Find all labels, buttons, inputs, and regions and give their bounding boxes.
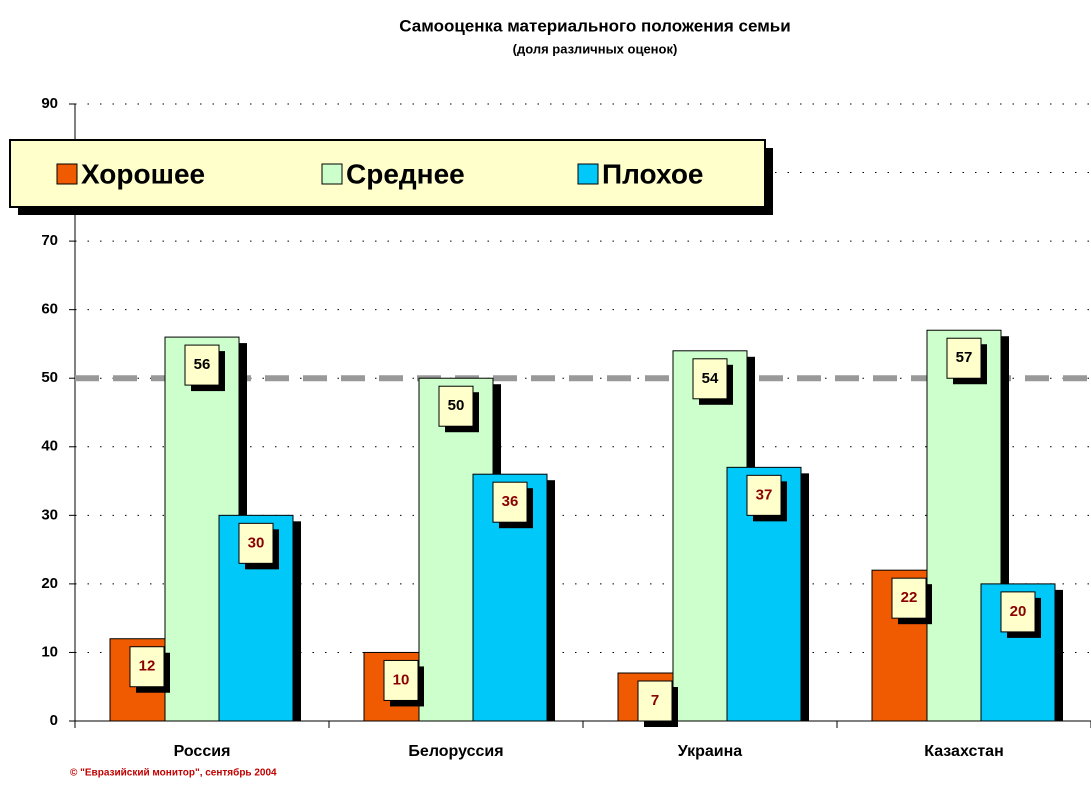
y-tick-label: 10 <box>41 643 58 660</box>
y-tick-label: 50 <box>41 369 58 386</box>
data-label: 36 <box>502 493 519 510</box>
y-tick-label: 0 <box>50 712 58 729</box>
data-label: 54 <box>702 370 719 387</box>
label-box <box>492 481 528 523</box>
label-box <box>1000 591 1036 633</box>
data-label: 7 <box>651 692 659 709</box>
data-label: 30 <box>248 534 265 551</box>
y-tick-label: 40 <box>41 438 58 455</box>
x-tick-label: Россия <box>174 743 231 760</box>
label-box <box>891 577 927 619</box>
x-tick-label: Украина <box>678 743 743 760</box>
data-label: 20 <box>1010 603 1027 620</box>
label-box <box>692 358 728 400</box>
label-box <box>184 344 220 386</box>
data-label: 10 <box>393 671 410 688</box>
legend-swatch <box>56 163 78 185</box>
label-box <box>637 680 673 722</box>
label-box <box>438 385 474 427</box>
y-tick-label: 60 <box>41 301 58 318</box>
y-tick-label: 30 <box>41 506 58 523</box>
y-tick-label: 90 <box>41 95 58 112</box>
data-label: 12 <box>139 658 156 675</box>
legend <box>9 139 766 208</box>
label-box <box>746 474 782 516</box>
x-tick-label: Казахстан <box>924 743 1004 760</box>
legend-swatch <box>577 163 599 185</box>
data-label: 22 <box>901 589 918 606</box>
label-box <box>383 659 419 701</box>
legend-label: Плохое <box>602 158 704 189</box>
legend-label: Среднее <box>346 158 465 189</box>
data-label: 56 <box>194 356 211 373</box>
legend-swatch <box>321 163 343 185</box>
label-box <box>129 646 165 688</box>
footer: © "Евразийский монитор", сентябрь 2004 <box>70 767 277 779</box>
y-tick-label: 70 <box>41 232 58 249</box>
data-label: 50 <box>448 397 465 414</box>
chart-subtitle: (доля различных оценок) <box>513 41 678 56</box>
data-label: 57 <box>956 349 973 366</box>
chart-title: Самооценка материального положения семьи <box>399 16 790 35</box>
y-tick-label: 20 <box>41 575 58 592</box>
data-label: 37 <box>756 486 773 503</box>
x-tick-label: Белоруссия <box>408 743 503 760</box>
label-box <box>946 337 982 379</box>
label-box <box>238 522 274 564</box>
legend-label: Хорошее <box>81 158 205 189</box>
